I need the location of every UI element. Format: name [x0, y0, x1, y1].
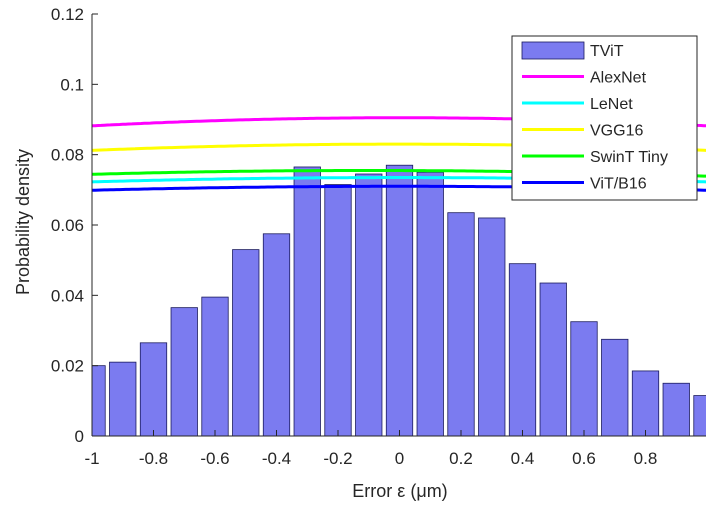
histogram-bar — [201, 296, 229, 436]
legend-label: LeNet — [590, 96, 633, 113]
histogram-bar — [293, 166, 321, 436]
x-ticks: -1 -0.8 -0.6 -0.4 -0.2 0 0.2 0.4 0.6 0.8 — [84, 430, 657, 468]
y-tick-label: 0.1 — [60, 75, 84, 94]
histogram-bar — [232, 249, 260, 436]
x-tick-label: 0.8 — [634, 449, 658, 468]
y-tick-label: 0.12 — [51, 5, 84, 24]
legend-items: TViT AlexNet LeNet VGG16 SwinT Tiny ViT/B16 — [521, 41, 668, 193]
histogram-bar — [385, 164, 414, 436]
y-tick-label: 0.02 — [51, 357, 84, 376]
y-ticks: 0 0.02 0.04 0.06 0.08 0.1 0.12 — [51, 5, 98, 446]
histogram-bar — [109, 361, 137, 436]
x-tick-label: 0.6 — [572, 449, 596, 468]
x-axis-label: Error ε (μm) — [352, 481, 447, 501]
legend-label: VGG16 — [590, 123, 643, 140]
x-tick-label: 0.4 — [511, 449, 535, 468]
x-tick-label: 0 — [395, 449, 404, 468]
legend-label: SwinT Tiny — [590, 149, 668, 166]
legend-box — [511, 35, 698, 201]
x-tick-label: -0.6 — [200, 449, 229, 468]
legend-label: AlexNet — [590, 70, 647, 87]
fit-curves — [92, 116, 706, 192]
histogram-bars — [92, 164, 706, 436]
histogram-bar — [662, 382, 690, 436]
histogram-bar — [539, 282, 567, 436]
y-axis-label: Probability density — [13, 149, 33, 295]
histogram-bar — [170, 307, 198, 436]
histogram-bar — [508, 263, 537, 436]
legend-label: ViT/B16 — [590, 176, 647, 193]
x-tick-label: -0.4 — [262, 449, 291, 468]
x-tick-label: -0.2 — [323, 449, 352, 468]
histogram-bar — [601, 338, 629, 436]
histogram-bar — [262, 233, 291, 436]
histogram-bar — [139, 342, 168, 436]
histogram-bar — [693, 395, 706, 436]
y-tick-label: 0.08 — [51, 146, 84, 165]
histogram-bar — [631, 370, 660, 436]
y-tick-label: 0.06 — [51, 216, 84, 235]
y-tick-label: 0 — [75, 427, 84, 446]
x-tick-label: -1 — [84, 449, 99, 468]
legend: TViT AlexNet LeNet VGG16 SwinT Tiny ViT/B16 — [511, 35, 698, 201]
x-tick-label: 0.2 — [449, 449, 473, 468]
legend-label-tvit: TViT — [590, 43, 624, 60]
y-tick-label: 0.04 — [51, 286, 84, 305]
histogram-bar — [324, 184, 352, 436]
histogram-bar — [478, 217, 506, 436]
x-tick-label: -0.8 — [139, 449, 168, 468]
legend-swatch-tvit — [521, 41, 585, 60]
histogram-bar — [355, 173, 383, 436]
histogram-bar — [92, 365, 106, 436]
histogram-bar — [447, 212, 475, 436]
histogram-bar — [570, 321, 598, 436]
histogram-bar — [416, 171, 444, 436]
